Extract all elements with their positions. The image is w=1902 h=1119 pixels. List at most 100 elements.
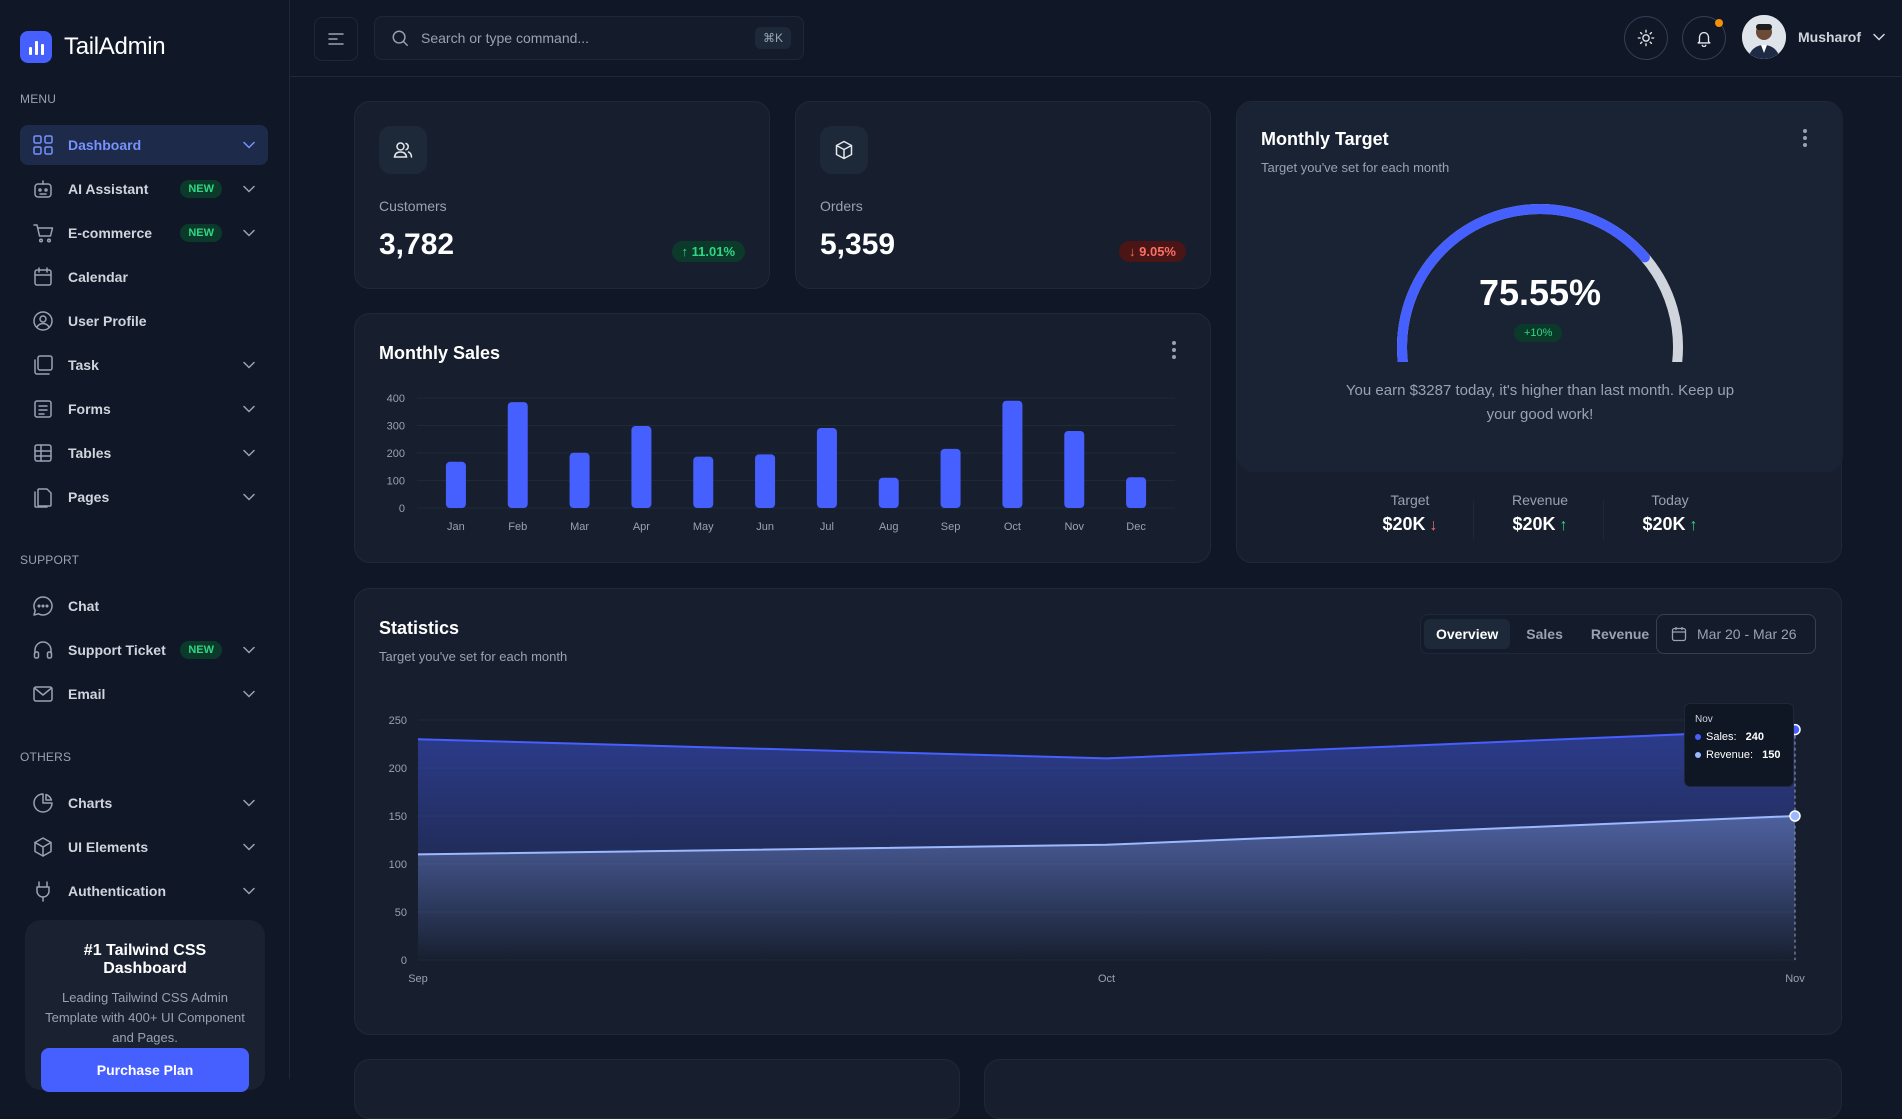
brand-logo[interactable]: TailAdmin (20, 31, 166, 63)
sidebar-item-chat[interactable]: Chat (20, 586, 268, 626)
promo-text: Leading Tailwind CSS Admin Template with… (45, 990, 245, 1045)
cart-icon (32, 222, 54, 244)
x-tick-label: Oct (1098, 973, 1115, 985)
y-tick-label: 50 (395, 907, 407, 919)
target-gauge (1397, 204, 1683, 362)
statistics-card: Statistics Target you've set for each mo… (354, 588, 1842, 1035)
series-line (417, 815, 1796, 856)
sidebar-item-email[interactable]: Email (20, 674, 268, 714)
bar[interactable] (1064, 431, 1085, 508)
user-name: Musharof (1798, 29, 1861, 45)
user-menu[interactable]: Musharof (1742, 15, 1885, 59)
change-badge-up: ↑ 11.01% (671, 241, 745, 262)
sun-icon (1637, 29, 1655, 47)
topbar: ⌘K Musharof (290, 0, 1902, 77)
mail-icon (32, 683, 54, 705)
tooltip-sales-label: Sales: (1706, 731, 1737, 743)
chevron-down-icon (242, 446, 256, 460)
search-input[interactable] (421, 30, 755, 46)
table-icon (32, 442, 54, 464)
sidebar-item-user-profile[interactable]: User Profile (20, 301, 268, 341)
y-tick-label: 200 (389, 763, 407, 775)
bar[interactable] (878, 477, 899, 508)
tooltip-title: Nov (1695, 714, 1713, 725)
sidebar-item-forms[interactable]: Forms (20, 389, 268, 429)
date-range-picker[interactable]: Mar 20 - Mar 26 (1656, 614, 1816, 654)
tab-revenue[interactable]: Revenue (1590, 626, 1650, 642)
section-heading: OTHERS (20, 750, 72, 764)
target-message: You earn $3287 today, it's higher than l… (1345, 382, 1735, 423)
metric-value: 3,782 (379, 228, 455, 261)
notifications-button[interactable] (1682, 16, 1726, 60)
chevron-down-icon (242, 490, 256, 504)
metric-label: Orders (820, 198, 863, 214)
bar[interactable] (940, 448, 961, 508)
y-tick-label: 100 (389, 859, 407, 871)
sidebar-item-label: Support Ticket (68, 642, 166, 658)
sidebar-item-authentication[interactable]: Authentication (20, 871, 268, 911)
bar[interactable] (569, 452, 590, 508)
sidebar-item-label: Dashboard (68, 137, 142, 153)
bar[interactable] (693, 456, 714, 508)
target-panel (1237, 102, 1843, 472)
headset-icon (32, 639, 54, 661)
sidebar-item-tables[interactable]: Tables (20, 433, 268, 473)
card-subtitle: Target you've set for each month (379, 649, 568, 664)
sidebar-item-calendar[interactable]: Calendar (20, 257, 268, 297)
pie-chart-icon (32, 792, 54, 814)
sidebar-item-label: Forms (68, 401, 111, 417)
card-title: Statistics (379, 618, 460, 638)
sidebar-item-ui-elements[interactable]: UI Elements (20, 827, 268, 867)
theme-toggle-button[interactable] (1624, 16, 1668, 60)
sidebar-item-task[interactable]: Task (20, 345, 268, 385)
revenue-stat: Revenue $20K ↑ (1475, 492, 1605, 535)
plug-icon (32, 880, 54, 902)
x-tick-label: Sep (941, 521, 961, 533)
x-tick-label: Aug (879, 521, 899, 533)
sidebar-toggle-button[interactable] (314, 17, 358, 61)
shortcut-hint: ⌘K (754, 27, 791, 49)
bar[interactable] (1002, 400, 1023, 508)
sidebar-item-dashboard[interactable]: Dashboard (20, 125, 268, 165)
bell-icon (1697, 31, 1711, 47)
bar[interactable] (507, 402, 528, 508)
x-tick-label: Mar (570, 521, 589, 533)
more-options-icon[interactable] (1795, 128, 1815, 148)
statistics-tabs: Overview Sales Revenue (1420, 614, 1666, 654)
y-tick-label: 250 (389, 715, 407, 727)
purchase-plan-button[interactable]: Purchase Plan (41, 1048, 249, 1092)
more-options-icon[interactable] (1164, 340, 1184, 360)
sidebar-item-ai-assistant[interactable]: AI Assistant NEW (20, 169, 268, 209)
sidebar-item-label: UI Elements (68, 839, 149, 855)
arrow-up-icon: ↑ (1559, 517, 1568, 534)
sidebar-item-label: Email (68, 686, 106, 702)
bar[interactable] (631, 426, 652, 508)
change-value: 9.05% (1139, 244, 1176, 259)
sidebar-item-e-commerce[interactable]: E-commerce NEW (20, 213, 268, 253)
chevron-down-icon (1873, 33, 1885, 41)
sidebar-item-label: E-commerce (68, 225, 153, 241)
card-subtitle: Target you've set for each month (1261, 160, 1450, 175)
sidebar-item-support-ticket[interactable]: Support Ticket NEW (20, 630, 268, 670)
sidebar-item-pages[interactable]: Pages (20, 477, 268, 517)
sidebar-item-charts[interactable]: Charts (20, 783, 268, 823)
chevron-down-icon (242, 796, 256, 810)
date-range-value: Mar 20 - Mar 26 (1697, 626, 1797, 642)
section-heading: MENU (20, 92, 57, 106)
sidebar-item-label: Pages (68, 489, 110, 505)
tab-sales[interactable]: Sales (1526, 626, 1563, 642)
bar[interactable] (445, 461, 466, 508)
series-line (417, 728, 1796, 760)
section-heading: SUPPORT (20, 553, 80, 567)
bar[interactable] (1126, 477, 1147, 508)
bottom-card-right (984, 1059, 1842, 1119)
new-badge: NEW (180, 224, 222, 242)
x-tick-label: May (693, 521, 714, 533)
bar[interactable] (816, 427, 837, 508)
x-tick-label: Jan (447, 521, 465, 533)
search-bar[interactable]: ⌘K (374, 16, 804, 60)
data-point[interactable] (1789, 810, 1801, 822)
metric-label: Customers (379, 198, 447, 214)
tab-overview[interactable]: Overview (1424, 619, 1511, 649)
bar[interactable] (755, 454, 776, 508)
